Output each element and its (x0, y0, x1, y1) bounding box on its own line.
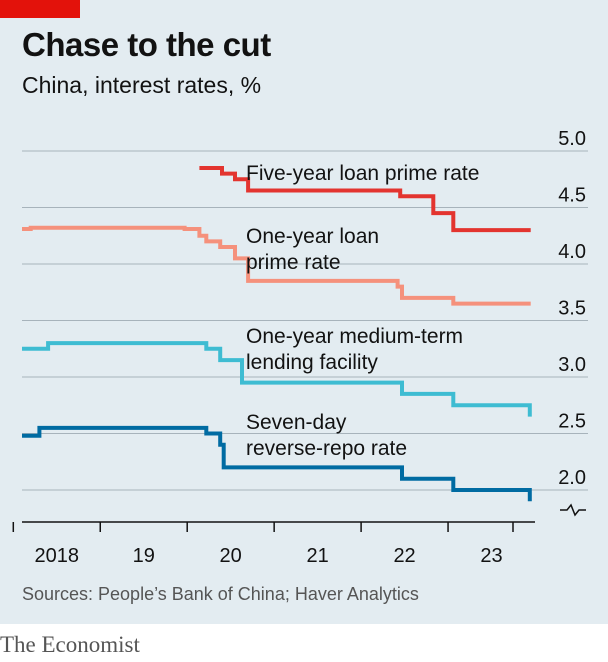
y-axis-ticks: 5.0 4.5 4.0 3.5 3.0 2.5 2.0 (558, 128, 586, 517)
x-axis: 2018 19 20 21 22 23 (12, 521, 535, 567)
publisher-logo: The Economist (0, 632, 140, 657)
series-labels: Five-year loan prime rate One-year loan pr… (246, 162, 479, 460)
series-label: One-year medium-term lending facility (246, 325, 463, 374)
series-line-seven-day-reverse-repo-rate (22, 425, 532, 502)
line-chart: 5.0 4.5 4.0 3.5 3.0 2.5 2.0 2018 19 20 21 22 23 Fiv… (12, 128, 588, 567)
y-tick-label: 3.0 (558, 354, 586, 376)
series-label: Five-year loan prime rate (246, 162, 479, 185)
chart-panel (0, 0, 608, 624)
x-tick-label: 23 (480, 545, 502, 567)
series-label: Seven-day reverse-repo rate (246, 411, 407, 460)
y-tick-label: 2.5 (558, 411, 586, 433)
y-tick-label: 2.0 (558, 467, 586, 489)
chart-title: Chase to the cut (22, 26, 271, 63)
x-tick-label: 21 (307, 545, 329, 567)
x-tick-label: 19 (133, 545, 155, 567)
series-lines (22, 166, 532, 502)
chart-subtitle: China, interest rates, % (22, 72, 262, 98)
series-line-one-year-medium-term-lending-facility (22, 341, 532, 417)
series-line-one-year-loan-prime-rate (22, 225, 531, 306)
source-note: Sources: People’s Bank of China; Haver A… (22, 584, 419, 604)
series-line-five-year-loan-prime-rate (199, 166, 531, 233)
y-tick-label: 4.0 (558, 241, 586, 263)
x-tick-label: 22 (393, 545, 415, 567)
y-tick-label: 4.5 (558, 185, 586, 207)
y-tick-label: 3.5 (558, 298, 586, 320)
brand-red-tag (0, 0, 80, 18)
y-tick-label: 5.0 (558, 128, 586, 150)
x-tick-label: 2018 (35, 545, 80, 567)
broken-axis-mark (560, 503, 586, 517)
series-label: One-year loan prime rate (246, 225, 379, 274)
x-tick-label: 20 (220, 545, 242, 567)
